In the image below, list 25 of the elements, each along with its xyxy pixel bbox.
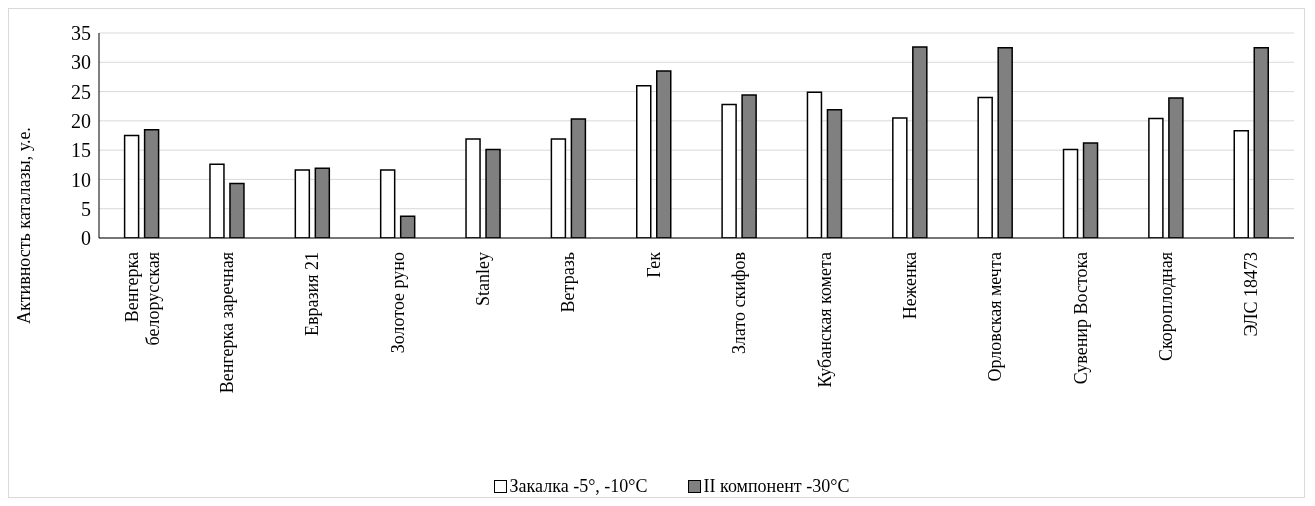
y-tick-label: 20: [71, 109, 91, 132]
y-tick-label: 15: [71, 139, 91, 162]
x-tick-label: Кубанская комета: [814, 252, 835, 388]
x-tick-label: Stanley: [473, 252, 494, 306]
y-tick-label: 10: [71, 168, 91, 191]
y-tick-label: 35: [71, 22, 91, 45]
x-tick-label: ЭЛС 18473: [1241, 252, 1262, 337]
x-tick-label: Скороплодная: [1155, 252, 1176, 361]
y-axis-title: Активность каталазы, у.е.: [14, 127, 35, 324]
y-tick-label: 25: [71, 80, 91, 103]
x-tick-label: Злато скифов: [729, 252, 750, 354]
y-tick-label: 0: [81, 227, 91, 250]
x-tick-label: Венгерка заречная: [217, 252, 238, 394]
x-tick-label: Орловская мечта: [985, 252, 1006, 382]
x-tick-label: Золотое руно: [387, 252, 408, 354]
x-tick-label: Неженка: [899, 252, 920, 320]
y-tick-label: 5: [81, 197, 91, 220]
x-tick-label: Евразия 21: [302, 252, 323, 337]
x-tick-label: Ветразь: [558, 252, 579, 313]
legend-label: II компонент -30°C: [703, 476, 850, 497]
x-tick-label: Венгерка белорусская: [121, 252, 163, 346]
legend-label: Закалка -5°, -10°C: [509, 476, 648, 497]
y-tick-label: 30: [71, 51, 91, 74]
x-tick-label: Гек: [643, 251, 664, 278]
x-tick-label: Сувенир Востока: [1070, 252, 1091, 385]
